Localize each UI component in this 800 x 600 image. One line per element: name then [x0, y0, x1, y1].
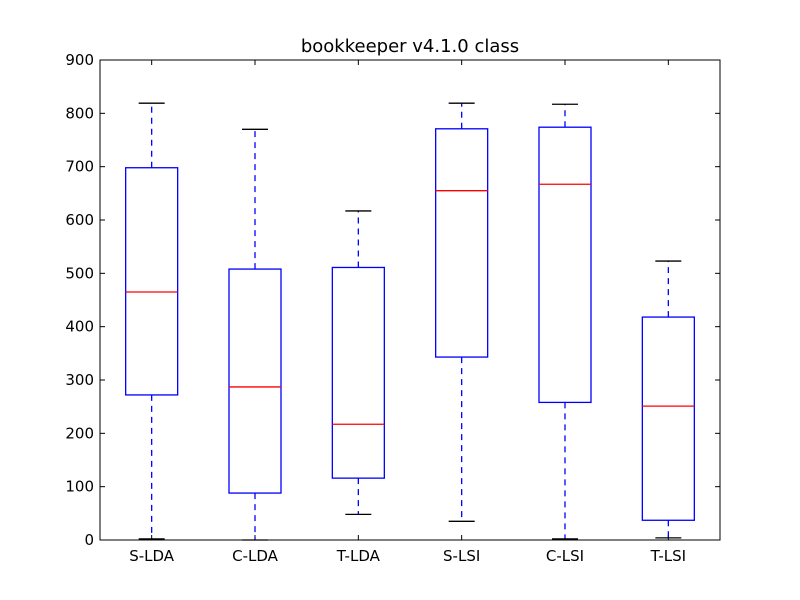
- y-tick-label: 0: [84, 531, 94, 549]
- y-tick-label: 400: [65, 318, 94, 336]
- chart-title: bookkeeper v4.1.0 class: [301, 36, 519, 57]
- y-tick-label: 700: [65, 158, 94, 176]
- x-tick-label: T-LSI: [650, 547, 687, 565]
- y-tick-label: 500: [65, 264, 94, 282]
- iqr-box: [331, 266, 385, 479]
- iqr-box: [641, 316, 695, 521]
- iqr-box: [228, 268, 282, 494]
- x-tick-label: T-LDA: [336, 547, 381, 565]
- x-tick-label: S-LDA: [129, 547, 175, 565]
- x-tick-label: C-LDA: [232, 547, 279, 565]
- x-tick-label: S-LSI: [443, 547, 480, 565]
- plot-area-frame: [99, 59, 721, 541]
- iqr-box: [435, 128, 489, 358]
- x-tick-label: C-LSI: [546, 547, 584, 565]
- y-tick-label: 200: [65, 424, 94, 442]
- y-tick-label: 900: [65, 51, 94, 69]
- y-tick-label: 100: [65, 478, 94, 496]
- iqr-box: [125, 167, 179, 396]
- y-tick-label: 300: [65, 371, 94, 389]
- iqr-box: [538, 126, 592, 404]
- y-tick-label: 600: [65, 211, 94, 229]
- y-tick-label: 800: [65, 104, 94, 122]
